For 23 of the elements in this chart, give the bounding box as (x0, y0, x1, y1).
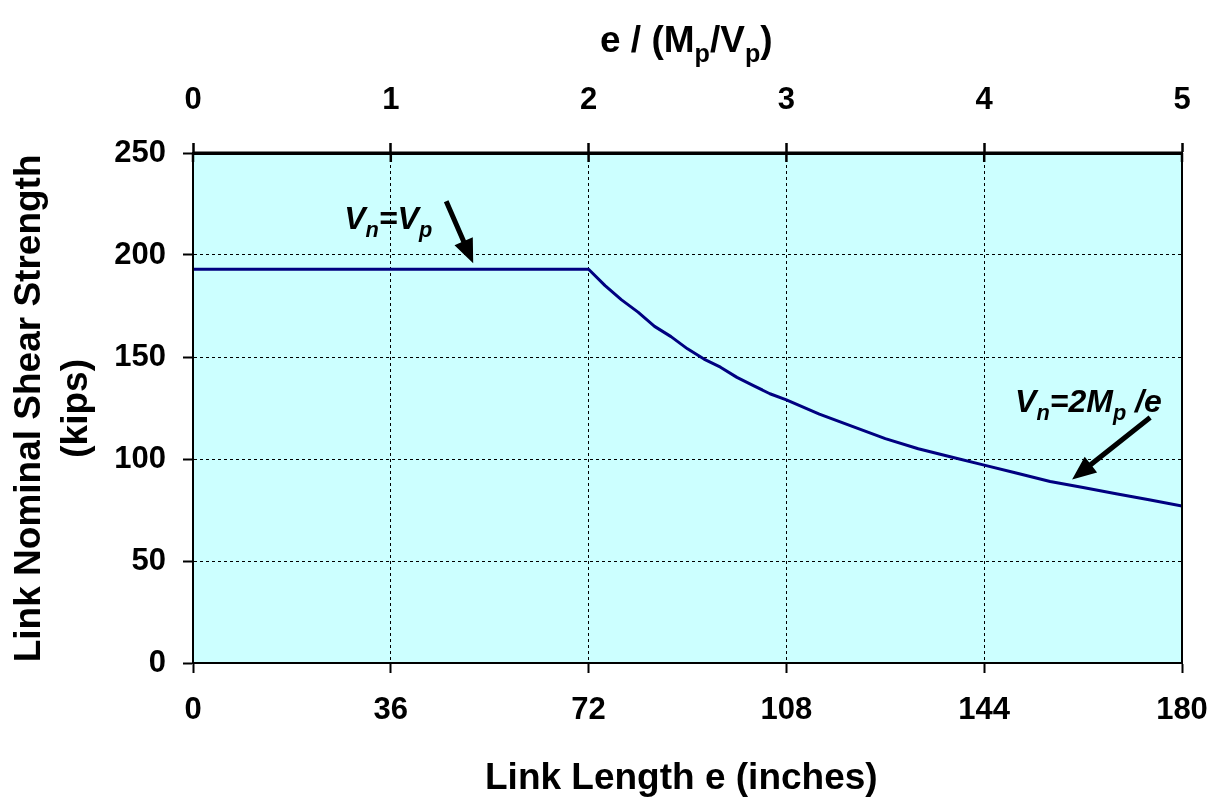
x-axis-title: Link Length e (inches) (485, 755, 878, 797)
y-tick-label: 250 (114, 133, 166, 169)
x2-axis-title: e / (M$_{p}$/V$_{p}$) (600, 18, 773, 67)
y-tick-label: 200 (114, 235, 166, 271)
y-tick-label: 0 (148, 643, 166, 679)
x-tick-label: 36 (373, 691, 409, 727)
x2-tick-label: 1 (382, 80, 400, 116)
y-tick-label: 50 (131, 541, 166, 577)
y-tick-label: 100 (114, 439, 166, 475)
x-tick-label: 0 (184, 691, 202, 727)
x2-tick-label: 2 (579, 80, 598, 116)
x-tick-label: 144 (958, 691, 1011, 727)
y-axis-title: Link Nominal Shear Strength (kips) (5, 153, 96, 662)
annotation: V$_{n}$=2M$_{p}$ /e (1015, 382, 1162, 425)
x-tick-label: 72 (571, 691, 606, 727)
x2-tick-label: 3 (777, 80, 796, 116)
annotation: V$_{n}$=V$_{p}$ (344, 200, 433, 243)
x2-tick-label: 5 (1173, 80, 1191, 116)
x-tick-label: 108 (760, 691, 813, 727)
x2-tick-label: 4 (975, 80, 994, 116)
x-tick-label: 180 (1156, 691, 1208, 727)
y-tick-label: 150 (114, 337, 166, 373)
x2-tick-label: 0 (184, 80, 202, 116)
